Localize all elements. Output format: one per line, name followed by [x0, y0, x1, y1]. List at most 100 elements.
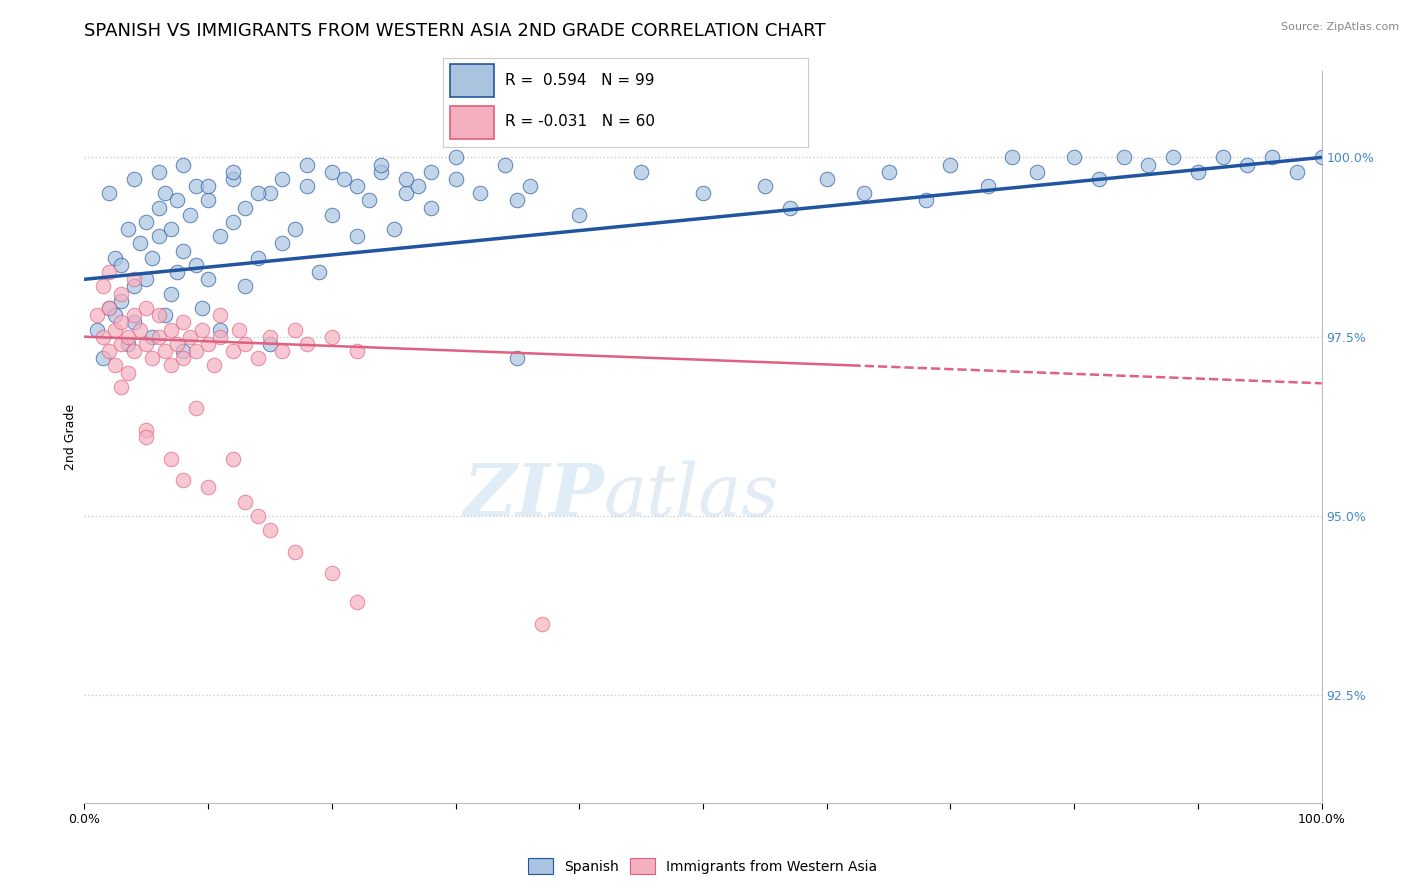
Point: [209, 322, 232, 336]
Point: [914, 194, 936, 208]
Point: [122, 272, 145, 286]
Point: [166, 265, 188, 279]
Point: [233, 201, 256, 215]
Point: [222, 451, 245, 466]
Point: [284, 322, 307, 336]
Point: [259, 336, 281, 351]
Point: [308, 265, 330, 279]
Point: [295, 179, 318, 194]
Point: [197, 336, 219, 351]
Point: [172, 244, 194, 258]
Point: [1001, 150, 1024, 164]
Point: [494, 158, 516, 172]
Point: [86, 308, 108, 322]
Point: [357, 194, 380, 208]
Point: [1236, 158, 1258, 172]
Point: [506, 194, 529, 208]
Point: [117, 329, 139, 343]
Point: [284, 222, 307, 236]
Point: [135, 430, 157, 444]
Text: SPANISH VS IMMIGRANTS FROM WESTERN ASIA 2ND GRADE CORRELATION CHART: SPANISH VS IMMIGRANTS FROM WESTERN ASIA …: [84, 22, 825, 40]
Point: [1137, 158, 1160, 172]
Point: [259, 329, 281, 343]
Point: [172, 158, 194, 172]
Point: [160, 451, 183, 466]
Point: [135, 423, 157, 437]
Point: [179, 329, 201, 343]
Point: [148, 201, 170, 215]
Point: [172, 315, 194, 329]
Point: [233, 336, 256, 351]
Point: [110, 336, 132, 351]
Point: [321, 208, 343, 222]
Point: [259, 186, 281, 201]
Point: [692, 186, 714, 201]
Point: [197, 179, 219, 194]
Point: [104, 251, 127, 265]
Point: [209, 229, 232, 244]
Point: [408, 179, 430, 194]
Text: R = -0.031   N = 60: R = -0.031 N = 60: [505, 114, 655, 129]
Point: [419, 201, 441, 215]
Point: [117, 222, 139, 236]
Point: [939, 158, 962, 172]
Point: [104, 359, 127, 373]
Point: [129, 236, 152, 251]
Point: [246, 251, 269, 265]
Point: [166, 336, 188, 351]
Text: Source: ZipAtlas.com: Source: ZipAtlas.com: [1281, 22, 1399, 32]
Point: [1212, 150, 1234, 164]
Point: [1161, 150, 1184, 164]
Point: [395, 172, 418, 186]
Point: [117, 336, 139, 351]
Point: [271, 344, 294, 359]
Point: [197, 272, 219, 286]
Point: [222, 215, 245, 229]
Point: [98, 344, 121, 359]
Point: [246, 351, 269, 366]
Point: [91, 279, 114, 293]
Point: [877, 165, 900, 179]
Point: [233, 279, 256, 293]
Point: [1261, 150, 1284, 164]
Point: [444, 150, 467, 164]
Point: [184, 401, 207, 416]
FancyBboxPatch shape: [450, 64, 494, 97]
Point: [754, 179, 776, 194]
Point: [166, 194, 188, 208]
Point: [1112, 150, 1135, 164]
Point: [209, 308, 232, 322]
Point: [129, 322, 152, 336]
Point: [135, 336, 157, 351]
Point: [295, 336, 318, 351]
Point: [321, 566, 343, 581]
Point: [110, 258, 132, 272]
Point: [153, 186, 176, 201]
Point: [153, 344, 176, 359]
Point: [184, 344, 207, 359]
Point: [568, 208, 591, 222]
Point: [148, 329, 170, 343]
Point: [1026, 165, 1049, 179]
Point: [104, 308, 127, 322]
Point: [976, 179, 998, 194]
Point: [370, 158, 392, 172]
Point: [1088, 172, 1111, 186]
Point: [141, 329, 163, 343]
Point: [91, 329, 114, 343]
Point: [321, 165, 343, 179]
Point: [141, 251, 163, 265]
Point: [172, 351, 194, 366]
Point: [228, 322, 250, 336]
Point: [110, 315, 132, 329]
Point: [153, 308, 176, 322]
Point: [191, 322, 214, 336]
Point: [160, 322, 183, 336]
Point: [233, 494, 256, 508]
Point: [246, 508, 269, 523]
Point: [346, 179, 368, 194]
Point: [122, 344, 145, 359]
Point: [395, 186, 418, 201]
Point: [222, 344, 245, 359]
Point: [444, 172, 467, 186]
